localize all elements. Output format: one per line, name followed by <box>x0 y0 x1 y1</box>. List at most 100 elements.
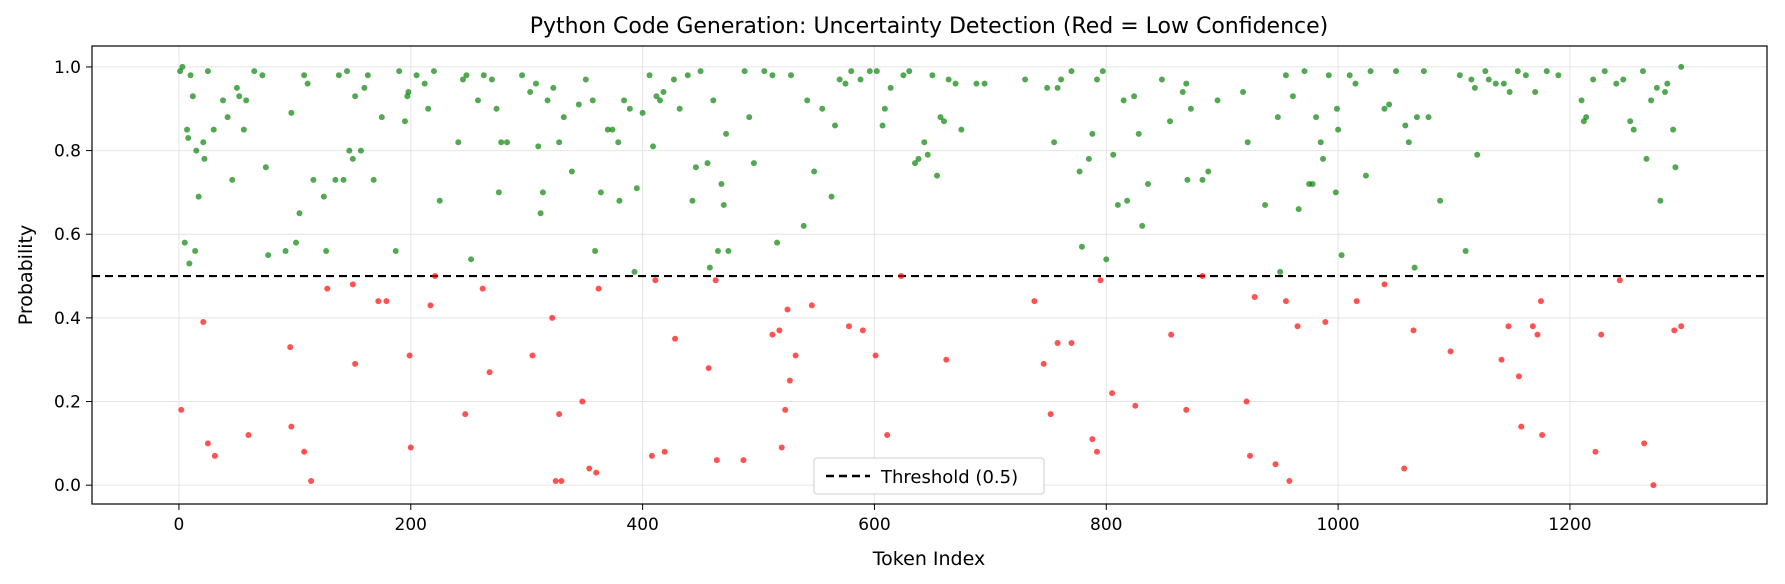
red-point <box>1109 390 1116 397</box>
green-point <box>488 76 495 83</box>
green-point <box>1672 164 1679 171</box>
green-point <box>361 84 368 91</box>
green-point <box>1367 68 1374 75</box>
red-point <box>1054 339 1061 346</box>
y-axis-ticks: 0.0 0.2 0.4 0.6 0.8 1.0 <box>54 58 92 496</box>
red-point <box>845 323 852 330</box>
red-point <box>383 298 390 305</box>
red-point <box>1282 298 1289 305</box>
green-point <box>921 139 928 146</box>
green-point <box>937 114 944 121</box>
green-point <box>1437 197 1444 204</box>
green-point <box>1094 76 1100 83</box>
x-tick-label: 1200 <box>1548 515 1591 535</box>
green-point <box>1335 126 1342 133</box>
data-points <box>177 63 1685 489</box>
green-point <box>741 68 748 75</box>
green-point <box>1506 89 1513 96</box>
green-point <box>615 139 622 146</box>
red-point <box>1505 323 1512 330</box>
green-point <box>1078 243 1085 250</box>
green-point <box>597 189 604 196</box>
grid <box>92 46 1767 504</box>
green-point <box>229 176 236 183</box>
green-point <box>1044 84 1051 91</box>
green-point <box>582 76 589 83</box>
green-point <box>676 105 683 112</box>
y-axis-label: Probability <box>15 225 37 325</box>
red-point <box>1251 293 1258 300</box>
green-point <box>981 80 988 87</box>
green-point <box>1199 176 1206 183</box>
green-point <box>1420 68 1427 75</box>
green-point <box>344 68 351 75</box>
red-point <box>178 406 185 413</box>
red-point <box>661 448 668 455</box>
green-point <box>436 197 443 204</box>
red-point <box>579 398 586 405</box>
green-point <box>1124 197 1131 204</box>
red-point <box>1518 423 1525 430</box>
red-point <box>1047 411 1054 418</box>
red-point <box>593 469 600 476</box>
green-point <box>282 247 289 254</box>
red-point <box>1322 319 1329 326</box>
green-point <box>1471 84 1478 91</box>
green-point <box>881 105 888 112</box>
y-tick-label: 0.2 <box>54 393 81 413</box>
green-point <box>1462 247 1469 254</box>
green-point <box>1482 68 1489 75</box>
red-point <box>1592 448 1599 455</box>
green-point <box>653 93 660 100</box>
green-point <box>1543 68 1550 75</box>
green-point <box>1657 197 1664 204</box>
red-point <box>301 448 308 455</box>
red-point <box>1243 398 1250 405</box>
green-point <box>1522 72 1529 79</box>
green-point <box>323 247 330 254</box>
red-point <box>872 352 879 359</box>
green-point <box>1405 139 1412 146</box>
green-point <box>396 68 403 75</box>
green-point <box>1555 72 1562 79</box>
green-point <box>1500 80 1507 87</box>
green-point <box>650 143 657 150</box>
green-point <box>233 84 240 91</box>
green-point <box>519 72 526 79</box>
green-point <box>800 222 807 229</box>
red-point <box>1040 360 1047 367</box>
green-point <box>455 139 462 146</box>
green-point <box>761 68 768 75</box>
green-point <box>879 122 886 129</box>
green-point <box>1613 80 1620 87</box>
green-point <box>200 139 207 146</box>
red-point <box>898 273 905 280</box>
green-point <box>1362 172 1369 179</box>
green-point <box>1295 206 1302 213</box>
green-point <box>714 247 721 254</box>
green-point <box>842 80 849 87</box>
green-point <box>1131 93 1138 100</box>
red-point <box>288 423 295 430</box>
red-point <box>1598 331 1605 338</box>
plot-frame <box>91 45 1768 505</box>
green-point <box>1317 139 1324 146</box>
green-point <box>1179 89 1186 96</box>
green-point <box>1413 114 1420 121</box>
green-point <box>192 247 199 254</box>
green-point <box>589 97 596 104</box>
green-point <box>480 72 487 79</box>
green-point <box>934 172 941 179</box>
green-point <box>568 168 575 175</box>
green-point <box>1110 151 1117 158</box>
green-point <box>689 197 696 204</box>
green-point <box>1085 155 1092 162</box>
green-point <box>401 118 408 125</box>
green-point <box>262 164 269 171</box>
green-point <box>906 68 913 75</box>
red-point <box>462 411 469 418</box>
legend-box <box>813 457 1045 495</box>
green-point <box>1332 189 1339 196</box>
green-point <box>310 176 317 183</box>
green-point <box>364 72 371 79</box>
